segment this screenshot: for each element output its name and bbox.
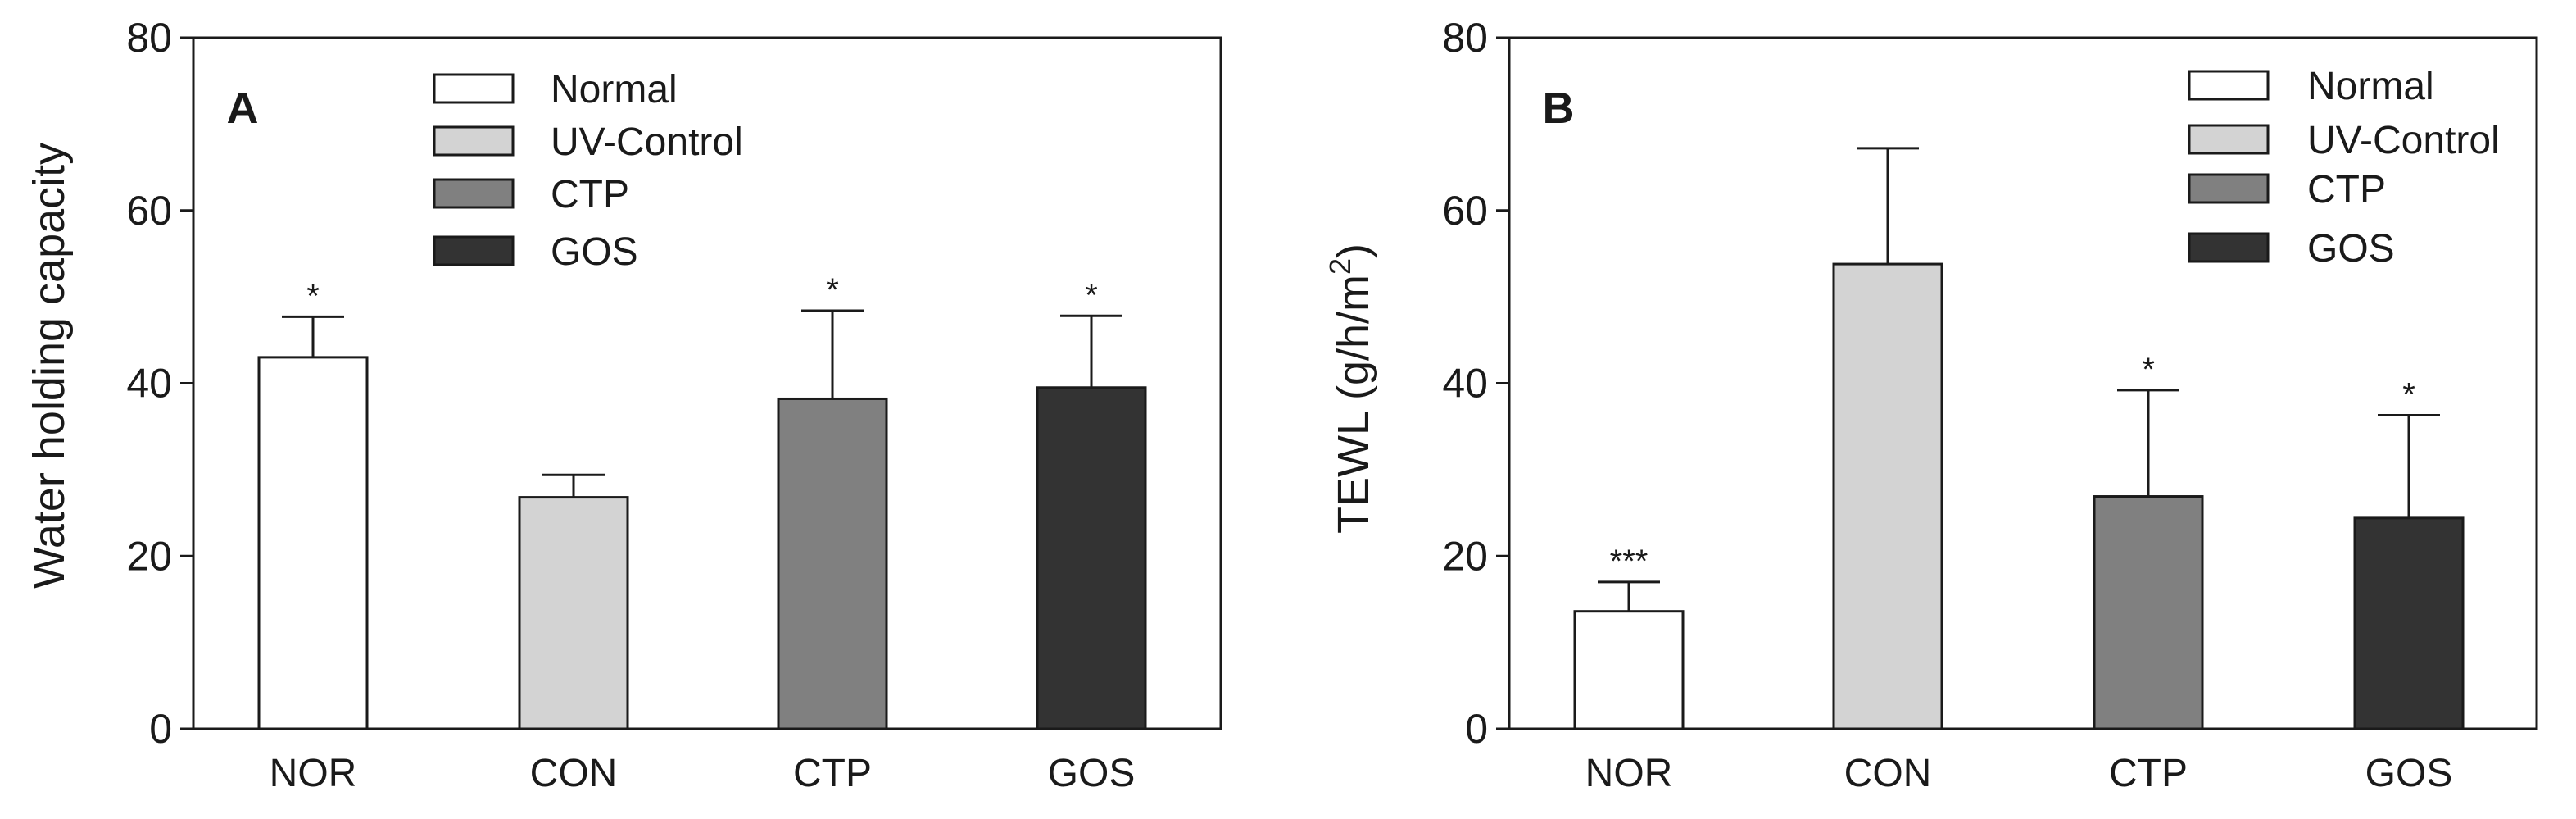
legend-label-ctp: CTP xyxy=(2307,168,2386,212)
significance-marker-nor: * xyxy=(306,278,320,314)
bar-con xyxy=(1832,262,1943,730)
y-tick-label: 80 xyxy=(1442,15,1488,61)
legend: Normal UV-Control CTP GOS xyxy=(2188,65,2500,271)
legend-swatch-ctp xyxy=(2188,173,2270,204)
y-tick-label: 80 xyxy=(126,15,172,61)
bar-gos xyxy=(2353,516,2465,730)
y-axis-label-text: Water holding capacity xyxy=(25,143,74,589)
y-tick-label: 60 xyxy=(1442,188,1488,234)
legend-swatch-normal xyxy=(2188,70,2270,101)
x-tick-label-nor: NOR xyxy=(270,752,357,795)
legend-swatch-ctp xyxy=(433,178,515,209)
bar-nor xyxy=(257,356,369,730)
y-axis-label: Water holding capacity xyxy=(25,143,74,589)
legend-swatch-gos xyxy=(2188,232,2270,263)
legend-label-gos: GOS xyxy=(2307,227,2395,271)
bar-ctp xyxy=(2093,495,2204,730)
legend-label-ctp: CTP xyxy=(551,173,629,216)
bar-gos xyxy=(1036,386,1147,730)
y-axis-label: TEWL (g/h/m2) xyxy=(1323,243,1378,534)
legend-label-gos: GOS xyxy=(551,230,638,274)
bar-ctp xyxy=(777,397,888,730)
y-axis-label-text: TEWL (g/h/m xyxy=(1329,275,1378,534)
legend-swatch-normal xyxy=(433,73,515,104)
bar-nor xyxy=(1573,610,1685,730)
x-tick-label-nor: NOR xyxy=(1585,752,1673,795)
panel-label: A xyxy=(227,84,259,133)
y-tick-label: 0 xyxy=(149,706,172,752)
x-tick-label-ctp: CTP xyxy=(793,752,872,795)
x-tick-label-con: CON xyxy=(1844,752,1932,795)
significance-marker-gos: * xyxy=(1085,277,1098,313)
legend-swatch-gos xyxy=(433,235,515,266)
legend-label-normal: Normal xyxy=(551,68,678,111)
y-axis-label-superscript: 2 xyxy=(1323,258,1357,275)
x-tick-label-ctp: CTP xyxy=(2109,752,2188,795)
y-tick-label: 40 xyxy=(1442,361,1488,407)
x-tick-label-gos: GOS xyxy=(1048,752,1136,795)
y-tick-label: 40 xyxy=(126,361,172,407)
y-axis-label-suffix: ) xyxy=(1329,243,1378,258)
legend-label-normal: Normal xyxy=(2307,65,2434,108)
significance-marker-nor: *** xyxy=(1610,544,1649,580)
x-tick-label-gos: GOS xyxy=(2365,752,2453,795)
legend-swatch-uv-control xyxy=(2188,124,2270,155)
chart-panel-a: 0 20 40 60 80 * NOR CON * CTP * GOS A Water holding c… xyxy=(25,15,1222,795)
legend-swatch-uv-control xyxy=(433,125,515,157)
y-tick-label: 60 xyxy=(126,188,172,234)
y-tick-label: 20 xyxy=(1442,533,1488,579)
chart-panel-b: 0 20 40 60 80 *** NOR CON * CTP * GOS B TEWL (g/h/m2)… xyxy=(1323,15,2538,795)
significance-marker-ctp: * xyxy=(826,272,839,308)
legend: Normal UV-Control CTP GOS xyxy=(433,68,743,274)
y-tick-label: 20 xyxy=(126,533,172,579)
y-tick-label: 0 xyxy=(1465,706,1488,752)
bar-con xyxy=(518,496,629,730)
legend-label-uv-control: UV-Control xyxy=(2307,119,2500,162)
legend-label-uv-control: UV-Control xyxy=(551,121,743,164)
significance-marker-ctp: * xyxy=(2142,352,2155,388)
x-tick-label-con: CON xyxy=(530,752,618,795)
panel-label: B xyxy=(1543,84,1575,133)
significance-marker-gos: * xyxy=(2402,376,2415,412)
